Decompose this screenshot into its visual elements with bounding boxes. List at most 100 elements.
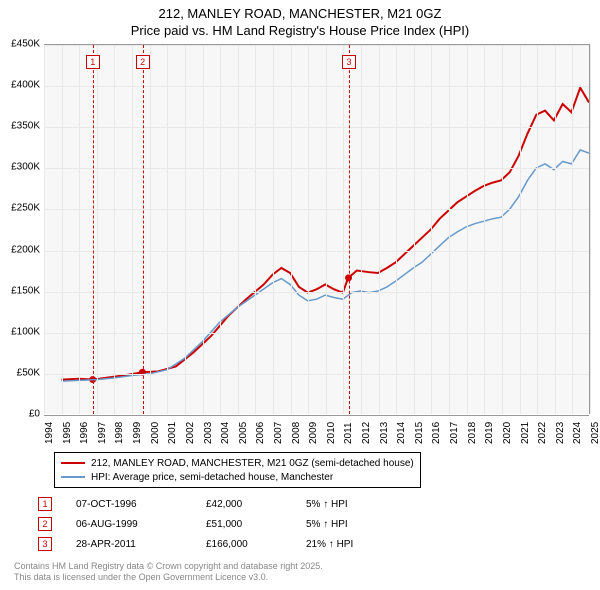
gridline-v [132,45,133,414]
x-tick-label: 2016 [431,422,442,444]
gridline-v [555,45,556,414]
x-tick-label: 2008 [291,422,302,444]
x-tick-label: 2001 [167,422,178,444]
x-tick-label: 2011 [343,422,354,444]
x-tick-label: 2009 [308,422,319,444]
event-marker: 2 [136,55,150,69]
gridline-v [44,45,45,414]
gridline-v [291,45,292,414]
gridline-v [449,45,450,414]
gridline-h [44,168,589,169]
gridline-v [62,45,63,414]
y-axis: £0£50K£100K£150K£200K£250K£300K£350K£400… [0,44,42,414]
x-tick-label: 2002 [185,422,196,444]
event-row: 1 07-OCT-1996£42,0005% ↑ HPI [38,494,386,514]
gridline-h [44,209,589,210]
title-line-1: 212, MANLEY ROAD, MANCHESTER, M21 0GZ [0,6,600,23]
x-tick-label: 1995 [62,422,73,444]
y-tick-label: £250K [11,203,40,214]
event-num: 1 [38,497,52,511]
gridline-v [572,45,573,414]
gridline-v [467,45,468,414]
y-tick-label: £0 [29,409,40,420]
gridline-v [79,45,80,414]
y-tick-label: £150K [11,285,40,296]
event-date: 07-OCT-1996 [76,499,206,510]
gridline-v [203,45,204,414]
gridline-v [502,45,503,414]
gridline-h [44,45,589,46]
x-tick-label: 2005 [238,422,249,444]
gridline-v [114,45,115,414]
event-delta: 5% ↑ HPI [306,519,386,530]
footer-line-1: Contains HM Land Registry data © Crown c… [14,561,323,573]
gridline-h [44,374,589,375]
y-tick-label: £300K [11,162,40,173]
gridline-v [379,45,380,414]
gridline-v [273,45,274,414]
legend-row-2: HPI: Average price, semi-detached house,… [61,470,414,484]
x-tick-label: 2012 [361,422,372,444]
gridline-h [44,127,589,128]
x-tick-label: 2007 [273,422,284,444]
event-price: £51,000 [206,519,306,530]
legend-label-2: HPI: Average price, semi-detached house,… [91,472,333,483]
x-tick-label: 2003 [203,422,214,444]
gridline-v [308,45,309,414]
event-num: 2 [38,517,52,531]
gridline-h [44,86,589,87]
event-line [93,45,94,414]
x-tick-label: 2022 [537,422,548,444]
y-tick-label: £350K [11,121,40,132]
plot-area: 1 2 3 [44,44,590,414]
x-tick-label: 2010 [326,422,337,444]
x-tick-label: 2023 [555,422,566,444]
event-marker: 3 [342,55,356,69]
gridline-h [44,333,589,334]
title-block: 212, MANLEY ROAD, MANCHESTER, M21 0GZ Pr… [0,0,600,42]
gridline-v [255,45,256,414]
events-table: 1 07-OCT-1996£42,0005% ↑ HPI 2 06-AUG-1999£… [38,494,386,554]
gridline-v [238,45,239,414]
legend-swatch-1 [61,462,85,464]
x-tick-label: 2024 [572,422,583,444]
x-tick-label: 2013 [379,422,390,444]
y-tick-label: £200K [11,244,40,255]
gridline-h [44,251,589,252]
gridline-v [326,45,327,414]
x-tick-label: 1999 [132,422,143,444]
event-num: 3 [38,537,52,551]
gridline-v [167,45,168,414]
y-tick-label: £400K [11,80,40,91]
gridline-v [150,45,151,414]
gridline-h [44,292,589,293]
gridline-v [220,45,221,414]
event-date: 06-AUG-1999 [76,519,206,530]
event-delta: 5% ↑ HPI [306,499,386,510]
gridline-v [484,45,485,414]
footer: Contains HM Land Registry data © Crown c… [14,561,323,584]
legend-label-1: 212, MANLEY ROAD, MANCHESTER, M21 0GZ (s… [91,458,414,469]
event-row: 2 06-AUG-1999£51,0005% ↑ HPI [38,514,386,534]
x-tick-label: 2017 [449,422,460,444]
y-tick-label: £450K [11,39,40,50]
event-date: 28-APR-2011 [76,539,206,550]
y-tick-label: £100K [11,326,40,337]
title-line-2: Price paid vs. HM Land Registry's House … [0,23,600,40]
event-line [349,45,350,414]
x-tick-label: 1996 [79,422,90,444]
y-tick-label: £50K [17,367,40,378]
x-tick-label: 1998 [114,422,125,444]
chart-svg [44,45,589,414]
event-row: 328-APR-2011£166,00021% ↑ HPI [38,534,386,554]
gridline-v [431,45,432,414]
x-tick-label: 2021 [520,422,531,444]
gridline-v [343,45,344,414]
gridline-v [185,45,186,414]
event-marker: 1 [86,55,100,69]
event-price: £42,000 [206,499,306,510]
gridline-v [396,45,397,414]
chart-container: 212, MANLEY ROAD, MANCHESTER, M21 0GZ Pr… [0,0,600,590]
x-tick-label: 2000 [150,422,161,444]
x-tick-label: 2004 [220,422,231,444]
